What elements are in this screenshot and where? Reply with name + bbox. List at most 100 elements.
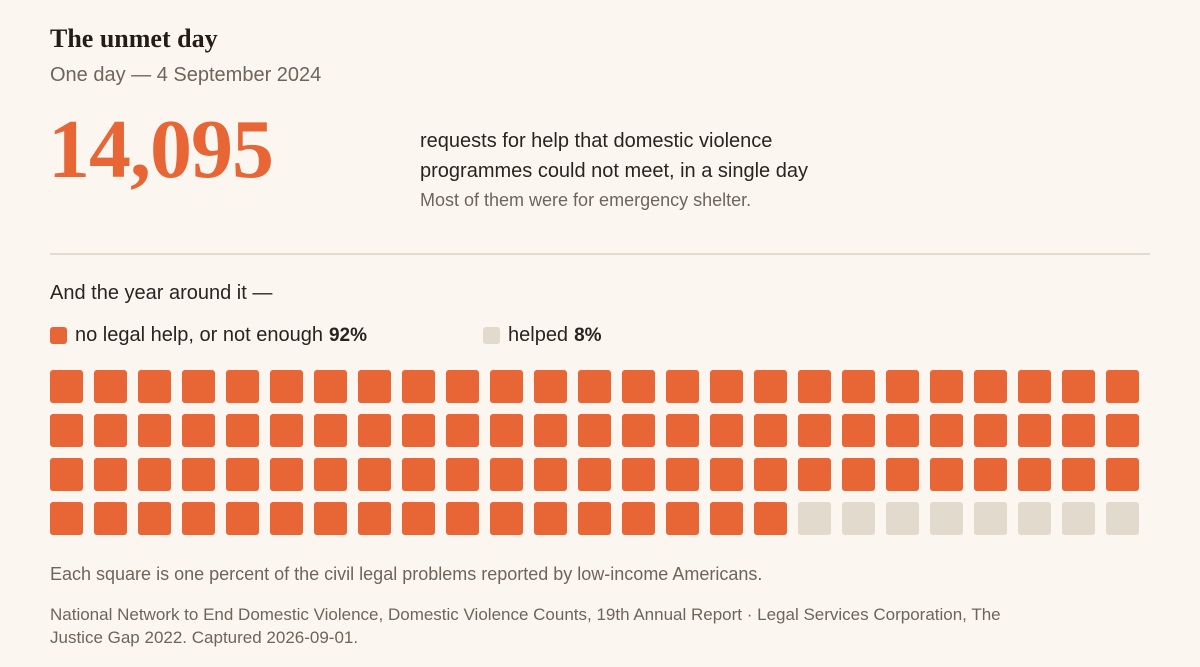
waffle-square-unmet bbox=[1062, 414, 1095, 447]
waffle-square-unmet bbox=[402, 370, 435, 403]
legend-swatch-unmet bbox=[50, 327, 67, 344]
waffle-square-unmet bbox=[94, 370, 127, 403]
waffle-square-unmet bbox=[1062, 458, 1095, 491]
waffle-square-unmet bbox=[358, 502, 391, 535]
waffle-square-unmet bbox=[930, 370, 963, 403]
waffle-square-helped bbox=[842, 502, 875, 535]
waffle-square-unmet bbox=[798, 414, 831, 447]
waffle-square-unmet bbox=[754, 370, 787, 403]
waffle-square-unmet bbox=[446, 414, 479, 447]
waffle-square-unmet bbox=[182, 458, 215, 491]
waffle-square-unmet bbox=[138, 458, 171, 491]
waffle-square-unmet bbox=[270, 414, 303, 447]
waffle-square-unmet bbox=[666, 414, 699, 447]
waffle-square-unmet bbox=[490, 414, 523, 447]
waffle-square-unmet bbox=[1062, 370, 1095, 403]
waffle-square-unmet bbox=[666, 458, 699, 491]
waffle-square-unmet bbox=[842, 458, 875, 491]
section-divider bbox=[50, 253, 1150, 255]
waffle-square-unmet bbox=[754, 502, 787, 535]
waffle-square-unmet bbox=[50, 414, 83, 447]
chart-note: Each square is one percent of the civil … bbox=[50, 564, 763, 584]
waffle-square-unmet bbox=[490, 370, 523, 403]
waffle-square-unmet bbox=[886, 414, 919, 447]
legend-value-helped: 8% bbox=[574, 324, 602, 346]
legend-item-helped: helped 8% bbox=[483, 324, 602, 347]
chart-subtitle: One day — 4 September 2024 bbox=[50, 64, 322, 86]
waffle-square-unmet bbox=[402, 414, 435, 447]
waffle-square-unmet bbox=[1018, 414, 1051, 447]
waffle-square-unmet bbox=[622, 370, 655, 403]
waffle-square-unmet bbox=[490, 502, 523, 535]
waffle-square-unmet bbox=[534, 414, 567, 447]
waffle-square-unmet bbox=[974, 414, 1007, 447]
waffle-square-unmet bbox=[974, 458, 1007, 491]
waffle-square-helped bbox=[1106, 502, 1139, 535]
waffle-square-helped bbox=[1018, 502, 1051, 535]
waffle-square-unmet bbox=[270, 370, 303, 403]
waffle-square-unmet bbox=[578, 458, 611, 491]
waffle-square-unmet bbox=[886, 458, 919, 491]
waffle-square-unmet bbox=[754, 458, 787, 491]
waffle-square-unmet bbox=[226, 370, 259, 403]
waffle-square-unmet bbox=[666, 502, 699, 535]
waffle-square-unmet bbox=[446, 502, 479, 535]
waffle-square-unmet bbox=[226, 414, 259, 447]
waffle-square-unmet bbox=[94, 502, 127, 535]
waffle-square-unmet bbox=[534, 370, 567, 403]
waffle-square-unmet bbox=[358, 458, 391, 491]
waffle-square-unmet bbox=[270, 502, 303, 535]
waffle-square-unmet bbox=[446, 458, 479, 491]
waffle-square-unmet bbox=[754, 414, 787, 447]
chart-source: National Network to End Domestic Violenc… bbox=[50, 605, 1001, 647]
legend-label-unmet: no legal help, or not enough bbox=[75, 324, 323, 346]
waffle-square-unmet bbox=[710, 502, 743, 535]
waffle-square-unmet bbox=[534, 502, 567, 535]
waffle-square-unmet bbox=[798, 370, 831, 403]
waffle-square-unmet bbox=[182, 370, 215, 403]
waffle-square-unmet bbox=[490, 458, 523, 491]
waffle-square-helped bbox=[974, 502, 1007, 535]
waffle-square-unmet bbox=[94, 414, 127, 447]
waffle-square-helped bbox=[886, 502, 919, 535]
waffle-square-unmet bbox=[666, 370, 699, 403]
waffle-square-unmet bbox=[94, 458, 127, 491]
legend-item-unmet: no legal help, or not enough 92% bbox=[50, 324, 367, 347]
waffle-square-helped bbox=[798, 502, 831, 535]
waffle-square-unmet bbox=[182, 502, 215, 535]
waffle-square-unmet bbox=[446, 370, 479, 403]
waffle-square-unmet bbox=[182, 414, 215, 447]
waffle-square-unmet bbox=[226, 502, 259, 535]
section-label: And the year around it — bbox=[50, 282, 273, 304]
waffle-square-unmet bbox=[270, 458, 303, 491]
waffle-square-unmet bbox=[886, 370, 919, 403]
waffle-square-unmet bbox=[402, 458, 435, 491]
waffle-square-unmet bbox=[138, 502, 171, 535]
waffle-square-unmet bbox=[314, 370, 347, 403]
waffle-square-unmet bbox=[974, 370, 1007, 403]
chart-title: The unmet day bbox=[50, 24, 218, 53]
waffle-square-helped bbox=[930, 502, 963, 535]
waffle-square-unmet bbox=[930, 414, 963, 447]
waffle-square-unmet bbox=[1106, 414, 1139, 447]
legend-label-helped: helped bbox=[508, 324, 569, 346]
waffle-square-unmet bbox=[1106, 458, 1139, 491]
legend-swatch-helped bbox=[483, 327, 500, 344]
waffle-square-unmet bbox=[50, 502, 83, 535]
waffle-square-unmet bbox=[226, 458, 259, 491]
waffle-square-unmet bbox=[314, 414, 347, 447]
waffle-square-unmet bbox=[1018, 458, 1051, 491]
headline-number: 14,095 bbox=[48, 103, 274, 196]
headline-note: Most of them were for emergency shelter. bbox=[420, 190, 752, 210]
waffle-square-unmet bbox=[358, 414, 391, 447]
waffle-square-unmet bbox=[402, 502, 435, 535]
waffle-square-unmet bbox=[710, 458, 743, 491]
waffle-square-unmet bbox=[622, 458, 655, 491]
waffle-square-unmet bbox=[534, 458, 567, 491]
waffle-square-unmet bbox=[1106, 370, 1139, 403]
waffle-square-unmet bbox=[622, 414, 655, 447]
waffle-square-unmet bbox=[138, 370, 171, 403]
legend-value-unmet: 92% bbox=[328, 324, 368, 346]
waffle-square-unmet bbox=[50, 370, 83, 403]
